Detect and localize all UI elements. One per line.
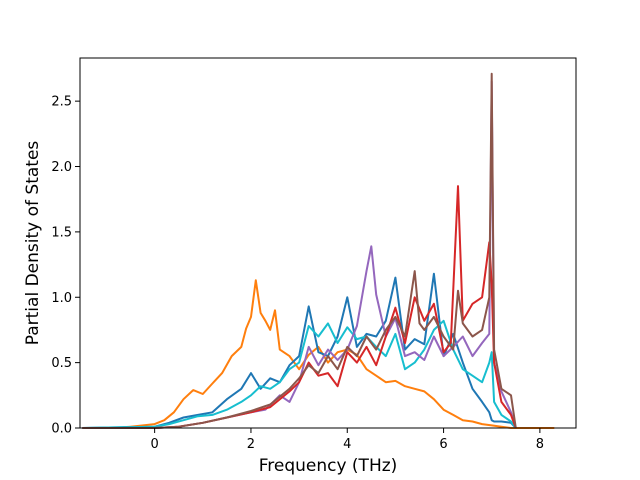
- y-axis: 0.0 0.5 1.0 1.5 2.0 2.5: [51, 95, 80, 437]
- x-tick-label: 8: [536, 437, 544, 452]
- series-line-2: [82, 272, 517, 429]
- x-tick-label: 6: [439, 437, 447, 452]
- series-line-1: [82, 279, 555, 429]
- y-tick-label: 1.5: [51, 225, 72, 240]
- series-line-3: [82, 319, 517, 429]
- y-tick-label: 1.0: [51, 291, 72, 306]
- x-tick-label: 4: [343, 437, 351, 452]
- x-tick-label: 2: [247, 437, 255, 452]
- plot-frame: [79, 57, 577, 429]
- series-layer: [82, 72, 555, 429]
- x-tick-label: 0: [151, 437, 159, 452]
- series-line-5: [82, 185, 517, 429]
- y-tick-label: 2.0: [51, 160, 72, 175]
- series-line-6: [82, 72, 517, 429]
- y-tick-label: 2.5: [51, 95, 72, 110]
- y-tick-label: 0.5: [51, 356, 72, 371]
- y-tick-label: 0.0: [51, 422, 72, 437]
- series-line-4: [82, 80, 517, 429]
- x-axis-label: Frequency (THz): [259, 456, 398, 476]
- x-axis: 0 2 4 6 8: [151, 428, 544, 452]
- y-axis-label: Partial Density of States: [23, 141, 43, 346]
